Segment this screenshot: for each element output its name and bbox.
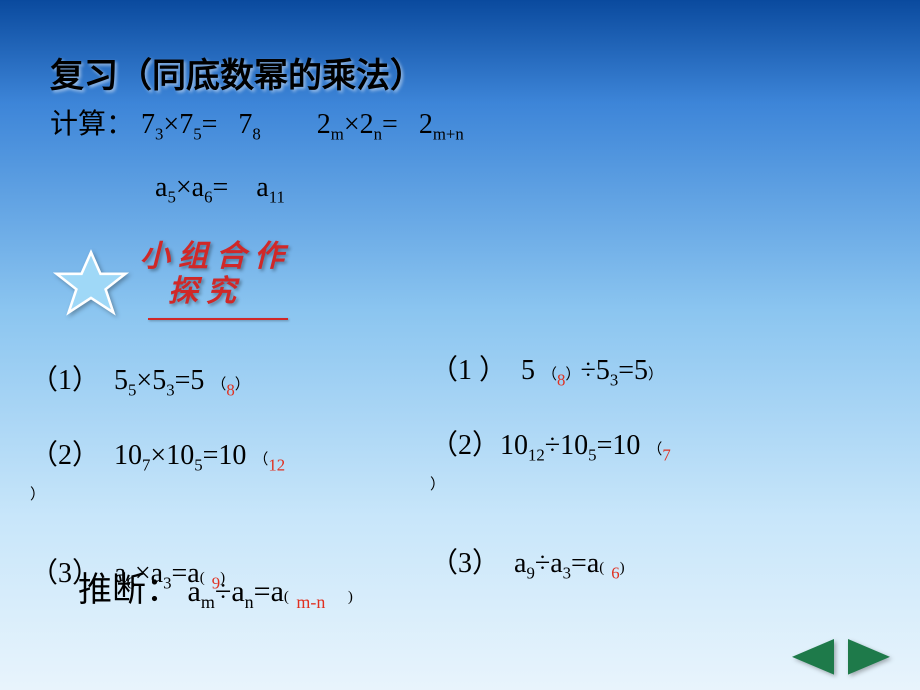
- subtitle-underline: [148, 318, 288, 320]
- infer-ans: m-n: [296, 592, 325, 612]
- inference: 推断： am÷an=a( m-n ): [78, 562, 353, 613]
- expr-3-ans: a11: [256, 172, 285, 203]
- right-q2-ans: 7: [662, 445, 670, 464]
- nav-controls: [792, 639, 890, 675]
- expr-3-lhs: a5×a6=: [155, 172, 228, 203]
- right-q2: （2）1012÷105=10 （7）: [430, 423, 671, 498]
- expr-1-lhs: 73×75=: [141, 109, 217, 140]
- expr-1-ans: 78: [238, 109, 260, 140]
- calc-row-2: a5×a6= a11: [155, 172, 285, 208]
- calc-label: 计算：: [50, 109, 134, 140]
- right-q1: （1 ） 5 （8）÷53=5）: [430, 348, 671, 391]
- subtitle-line-2: 探究: [140, 275, 292, 310]
- right-q3-ans: 6: [611, 564, 619, 583]
- subtitle-line-1: 小组合作: [140, 240, 292, 275]
- next-button[interactable]: [848, 639, 890, 675]
- calc-row-1: 计算： 73×75= 78 2m×2n= 2m+n: [50, 102, 464, 145]
- infer-label: 推断：: [78, 572, 180, 609]
- left-q1-ans: 8: [226, 381, 234, 400]
- left-q2-ans: 12: [268, 455, 285, 474]
- left-q1: （1） 55×53=5 （8）: [30, 358, 285, 401]
- right-column: （1 ） 5 （8）÷53=5） （2）1012÷105=10 （7） （3） …: [430, 348, 671, 616]
- page-title: 复习（同底数幂的乘法）: [50, 48, 424, 97]
- expr-2-lhs: 2m×2n=: [317, 109, 398, 140]
- left-q2: （2） 107×105=10 （12）: [30, 433, 285, 508]
- right-q3: （3） a9÷a3=a( 6): [430, 541, 671, 584]
- expr-2-ans: 2m+n: [419, 109, 464, 140]
- star-icon: [48, 248, 134, 320]
- prev-button[interactable]: [792, 639, 834, 675]
- subtitle: 小组合作 探究: [140, 240, 292, 309]
